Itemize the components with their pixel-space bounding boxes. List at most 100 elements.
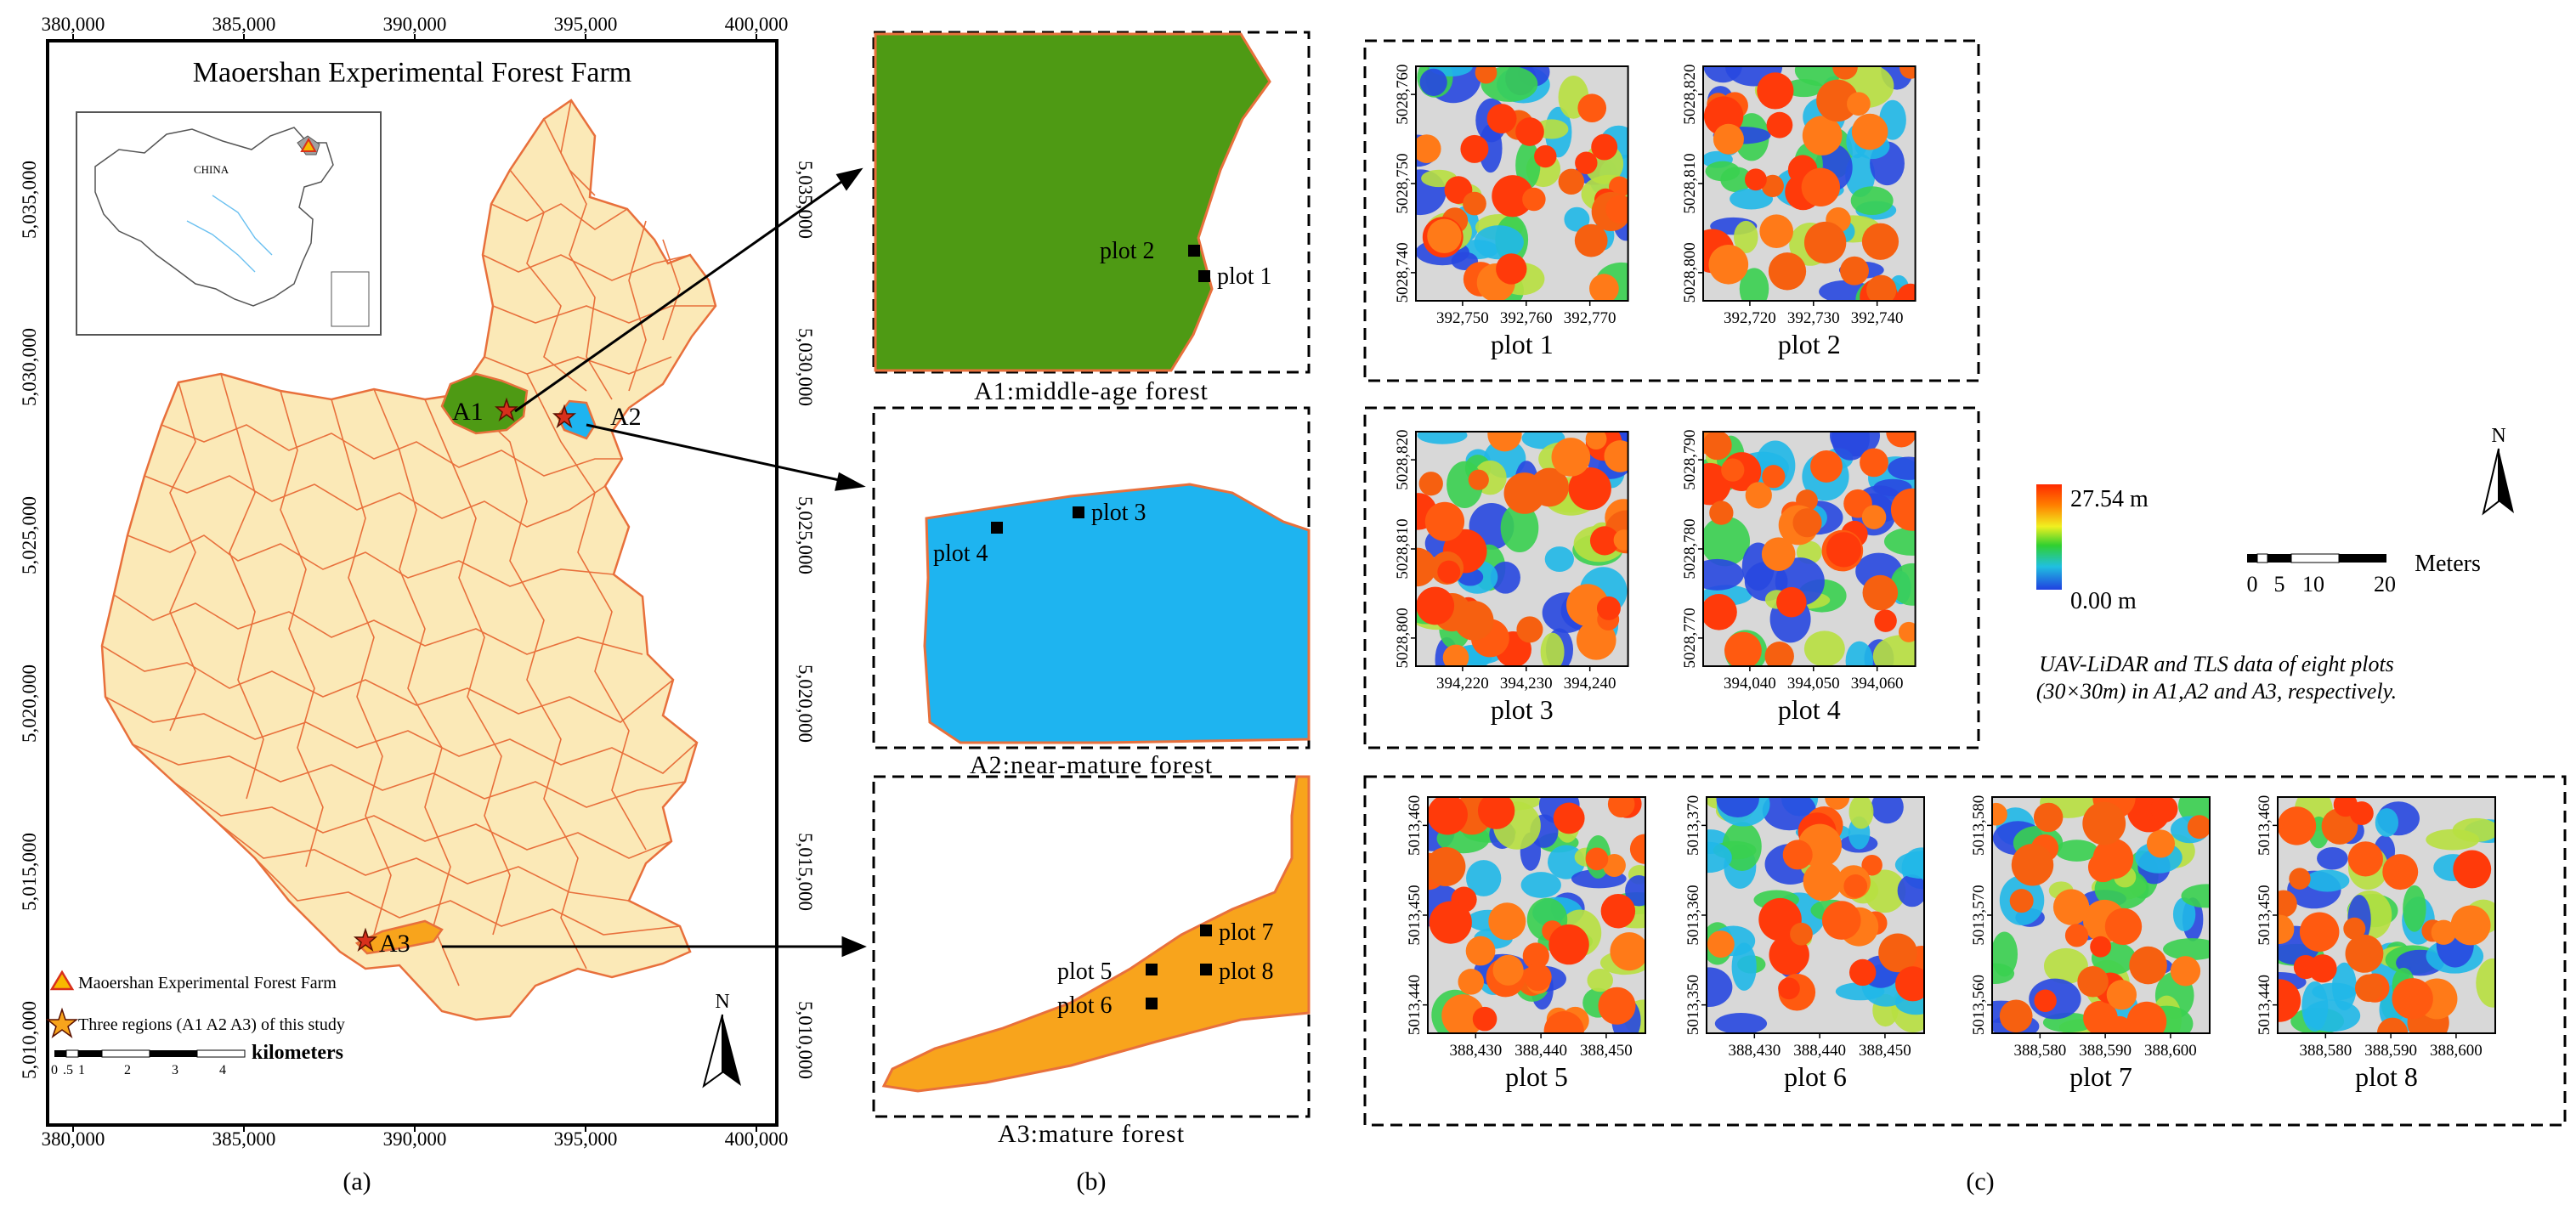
tree-crown [2090, 936, 2112, 958]
tree-crown [1862, 574, 1899, 611]
tree-crown [1778, 977, 1800, 1000]
tree-crown [1832, 66, 1858, 80]
tree-crown [1847, 92, 1871, 116]
tree-crown [1468, 469, 1489, 490]
tree-crown [1790, 922, 1813, 946]
tree-crown [1803, 861, 1843, 902]
tree-crown [2321, 808, 2358, 845]
ground-patch [1897, 874, 1924, 908]
ground-patch [1739, 268, 1769, 301]
tree-crown [1428, 797, 1468, 835]
tree-crown [1992, 802, 2007, 826]
x-tick-top: 395,000 [554, 14, 618, 35]
plot-x-tick: 388,590 [2079, 1042, 2132, 1060]
tree-crown [1492, 175, 1534, 218]
tree-crown [2082, 801, 2126, 845]
region-a1 [440, 372, 529, 435]
tree-crown [1744, 168, 1767, 191]
plot-y-tick: 5013,440 [1406, 975, 1424, 1035]
plot-y-tick: 5028,800 [1394, 608, 1412, 668]
canopy-plot: 388,580 388,590 388,600 5013,580 5013,570 501… [1970, 795, 2211, 1092]
plot-marker [1200, 964, 1212, 975]
ground-patch [1707, 841, 1732, 874]
ground-patch [1466, 860, 1502, 896]
tree-crown [2052, 889, 2090, 925]
tree-crown [1472, 1006, 1497, 1032]
ground-patch [1890, 563, 1916, 606]
north-arrow-icon: N [2482, 425, 2514, 516]
tree-crown [1810, 450, 1843, 483]
plot-y-tick: 5028,820 [1394, 429, 1412, 489]
tree-crown [1999, 999, 2033, 1033]
label-plot8: plot 8 [1219, 958, 1274, 985]
tree-crown [1874, 609, 1897, 632]
tree-crown [1548, 924, 1589, 965]
tree-crown [1424, 501, 1465, 541]
tree-crown [1886, 432, 1916, 448]
tree-crown [2146, 829, 2176, 858]
tree-crown [1764, 642, 1794, 666]
tree-crown [1460, 134, 1489, 163]
tree-crown [1522, 942, 1549, 970]
x-tick-bottom: 385,000 [212, 1128, 276, 1150]
plot-name: plot 5 [1505, 1061, 1568, 1092]
group-frame-a3 [1363, 775, 2567, 1127]
tree-crown [2289, 868, 2311, 890]
plot-y-tick: 5028,790 [1681, 429, 1699, 489]
region-stars [353, 397, 577, 953]
tree-crown [1708, 244, 1749, 285]
tree-crown [1782, 840, 1813, 870]
ground-patch [1888, 456, 1916, 480]
plot-x-tick: 394,240 [1564, 675, 1616, 693]
panel-label-c: (c) [1966, 1168, 1994, 1196]
tree-crown [1768, 252, 1807, 291]
ground-patch [1705, 161, 1741, 182]
panel-label-a: (a) [343, 1168, 371, 1196]
plot-y-tick: 5013,440 [2256, 975, 2273, 1035]
ground-patch [1490, 561, 1520, 594]
label-a3: A3 [379, 930, 410, 958]
ground-patch [2043, 947, 2088, 985]
scale-tick: 0 [2247, 572, 2258, 597]
plot-y-tick: 5028,810 [1681, 153, 1699, 213]
tree-crown [1551, 438, 1591, 477]
scale-bar-meters: 0 5 10 20 Meters [2247, 551, 2481, 597]
tree-crown [1427, 218, 1462, 254]
legend-triangle-icon [49, 970, 75, 991]
tree-crown [1703, 593, 1737, 630]
tree-crown [1492, 954, 1524, 986]
tree-crown [1821, 901, 1861, 940]
canopy-plot: 388,430 388,440 388,450 5013,460 5013,450 501… [1406, 795, 1646, 1092]
tree-crown [2431, 919, 2456, 945]
tree-crown [1488, 902, 1526, 941]
tree-crown [1487, 432, 1522, 452]
plot-y-tick: 5028,800 [1681, 242, 1699, 302]
note-line-2: (30×30m) in A1,A2 and A3, respectively. [2036, 679, 2397, 704]
ground-patch [1871, 797, 1904, 824]
tree-crown [1766, 111, 1793, 139]
north-label-c: N [2491, 425, 2505, 447]
y-tick-right: 5,020,000 [795, 664, 816, 743]
tree-crown [2009, 889, 2034, 913]
plot-x-tick: 388,450 [1580, 1042, 1633, 1060]
arrow-a2 [586, 423, 844, 483]
tree-crown [1761, 537, 1796, 571]
plot-x-tick: 394,220 [1436, 675, 1489, 693]
tree-crown [1721, 458, 1745, 482]
star-a3 [353, 927, 378, 953]
tree-crown [1598, 987, 1636, 1025]
tree-crown [1848, 958, 1877, 987]
tree-crown [1589, 526, 1620, 556]
map-legend: Maoershan Experimental Forest Farm Three… [45, 970, 345, 1038]
tree-crown [1475, 66, 1497, 84]
canopy-plot: 392,750 392,760 392,770 5028,760 5028,750 502… [1394, 64, 1629, 359]
tree-crown [2092, 838, 2134, 879]
tree-crown [1792, 508, 1822, 538]
tree-crown [2278, 914, 2295, 944]
ground-patch [1835, 982, 1885, 1001]
tree-crown [1607, 797, 1635, 818]
plot-x-tick: 392,740 [1851, 309, 1904, 327]
tree-crown [1585, 432, 1607, 450]
